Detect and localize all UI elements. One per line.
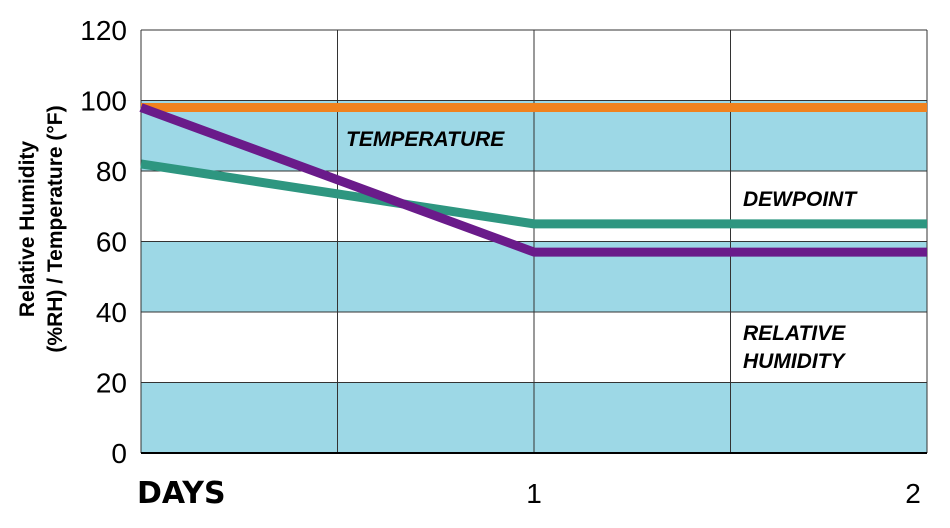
- x-tick-label: 2: [905, 478, 921, 509]
- annotation-relative-humidity-line2: HUMIDITY: [743, 350, 846, 373]
- series-line-relative-humidity: [139, 103, 927, 257]
- y-tick-label: 20: [96, 368, 127, 399]
- y-tick-label: 80: [96, 156, 127, 187]
- y-tick-label: 120: [80, 15, 127, 46]
- series-lines: [139, 103, 927, 257]
- y-tick-labels: 0 20 40 60 80 100 120: [80, 15, 127, 469]
- annotation-temperature: TEMPERATURE: [346, 128, 505, 151]
- series-line-dewpoint: [140, 159, 927, 229]
- y-tick-label: 100: [80, 86, 127, 117]
- y-tick-label: 60: [96, 227, 127, 258]
- y-axis-title-line1: Relative Humidity: [16, 141, 39, 318]
- y-tick-label: 40: [96, 297, 127, 328]
- y-tick-label: 0: [111, 438, 127, 469]
- grid-lines: [140, 29, 928, 454]
- annotation-dewpoint: DEWPOINT: [743, 188, 858, 211]
- x-tick-label: 1: [526, 478, 542, 509]
- y-axis-title-line2: (%RH) / Temperature (°F): [44, 105, 67, 352]
- x-axis-title: DAYS: [137, 476, 226, 511]
- annotation-relative-humidity-line1: RELATIVE: [743, 322, 846, 345]
